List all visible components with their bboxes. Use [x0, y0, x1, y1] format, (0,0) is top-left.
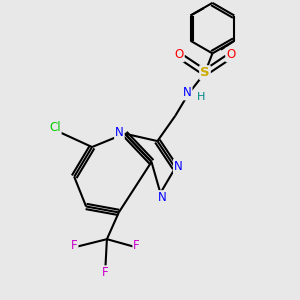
- Text: H: H: [197, 92, 205, 102]
- Text: N: N: [158, 191, 166, 204]
- Text: N: N: [115, 126, 124, 139]
- Text: F: F: [133, 238, 140, 252]
- Text: F: F: [71, 238, 77, 252]
- Text: O: O: [175, 48, 184, 62]
- Text: S: S: [200, 66, 210, 79]
- Text: F: F: [102, 266, 109, 279]
- Text: Cl: Cl: [49, 121, 61, 134]
- Text: N: N: [183, 86, 191, 99]
- Text: O: O: [226, 48, 236, 62]
- Text: N: N: [174, 160, 183, 173]
